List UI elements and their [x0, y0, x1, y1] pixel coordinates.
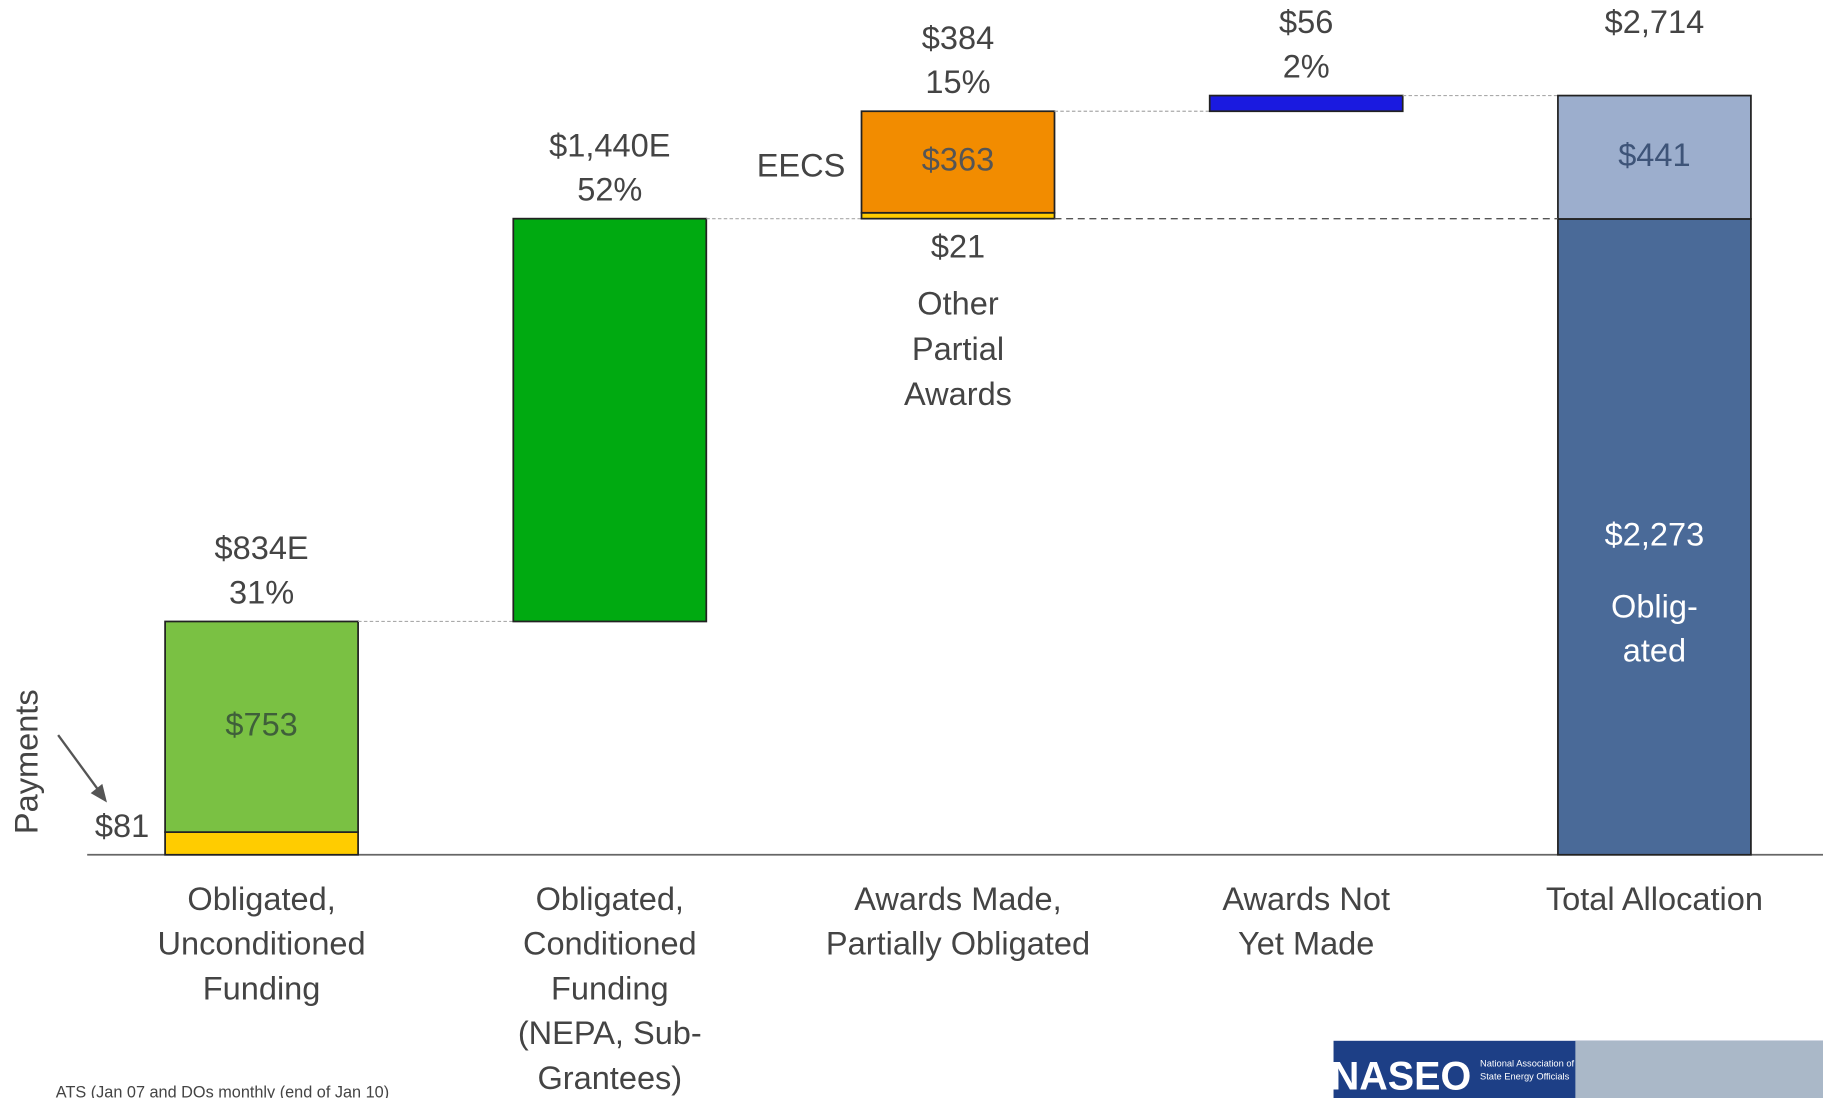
segment-note: EECS	[757, 147, 846, 183]
x-tick-label: Funding	[551, 970, 669, 1006]
segment-label: $753	[225, 706, 297, 742]
arrow	[57, 734, 104, 797]
x-tick-label: Obligated,	[536, 881, 684, 917]
total-label: $56	[1279, 4, 1333, 40]
bar-segment	[860, 110, 1056, 214]
logo: NASEO National Association of State Ener…	[1331, 1040, 1823, 1098]
segment-note: Other	[917, 285, 999, 321]
total-label: $1,440E	[549, 127, 670, 163]
share-label: 15%	[925, 64, 990, 100]
segment-note: Partial	[912, 331, 1004, 367]
x-tick-label: Total Allocation	[1546, 881, 1763, 917]
share-label: 31%	[229, 574, 294, 610]
bar-segment	[1557, 94, 1752, 220]
footnote: ATS (Jan 07 and DOs monthly (end of Jan …	[56, 1083, 389, 1098]
x-tick-label: Funding	[203, 970, 321, 1006]
x-tick-label: Awards Not	[1222, 881, 1390, 917]
bar-segment	[164, 831, 359, 856]
x-tick-label: (NEPA, Sub-	[518, 1015, 702, 1051]
x-tick-label: Grantees)	[537, 1060, 682, 1096]
total-label: $384	[922, 20, 994, 56]
share-label: 52%	[577, 172, 642, 208]
x-tick-label: Yet Made	[1238, 926, 1374, 962]
bar-segment	[1208, 94, 1404, 113]
share-label: 2%	[1283, 48, 1330, 84]
bar-segment	[164, 620, 359, 833]
segment-note: ated	[1623, 633, 1686, 669]
bar-segment	[512, 217, 708, 623]
bar-segment	[860, 211, 1056, 220]
logo-name: NASEO	[1331, 1055, 1472, 1098]
total-label: $2,714	[1605, 4, 1705, 40]
segment-label: $441	[1618, 137, 1690, 173]
x-tick-label: Unconditioned	[158, 926, 366, 962]
segment-label: $363	[922, 142, 994, 178]
segment-label: $21	[931, 228, 985, 264]
total-label: $834E	[215, 530, 309, 566]
axis-label: Payments	[9, 689, 45, 834]
x-tick-label: Conditioned	[523, 926, 697, 962]
logo-subtitle: National Association of	[1480, 1058, 1574, 1068]
x-tick-label: Partially Obligated	[826, 926, 1090, 962]
segment-label: $81	[95, 808, 149, 844]
bar-segment	[1557, 218, 1752, 856]
arrow-head	[90, 783, 107, 803]
x-tick-label: Awards Made,	[854, 881, 1061, 917]
logo-image	[1575, 1040, 1823, 1098]
segment-label: $2,273	[1605, 516, 1705, 552]
segment-note: Oblig-	[1611, 589, 1698, 625]
logo-subtitle: State Energy Officials	[1480, 1071, 1570, 1081]
segment-note: Awards	[904, 376, 1012, 412]
x-tick-label: Obligated,	[187, 881, 335, 917]
